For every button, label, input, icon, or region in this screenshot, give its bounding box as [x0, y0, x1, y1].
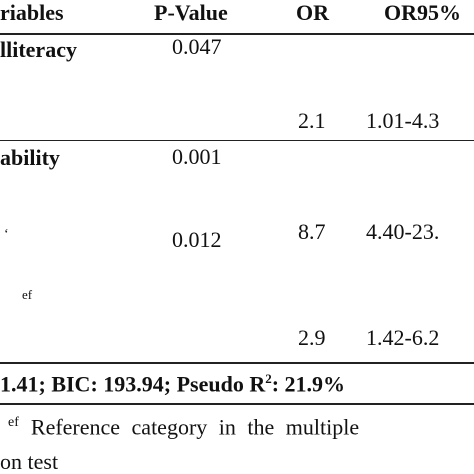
footer: 1.41; BIC: 193.94; Pseudo R2: 21.9% — [0, 372, 345, 395]
variable: lliteracy — [0, 37, 77, 62]
header-cell: OR — [296, 0, 329, 25]
confidence-interval: 1.42-6.2 — [366, 325, 440, 350]
p-value: 0.001 — [172, 144, 222, 169]
odds-ratio: 2.1 — [298, 108, 326, 133]
p-value: 0.012 — [172, 227, 222, 252]
note-line: on test — [0, 449, 59, 474]
footer-rule — [0, 403, 474, 405]
note: ef Reference category in the multiple — [0, 416, 359, 438]
variable: ability — [0, 145, 60, 170]
header-cell: riables — [0, 0, 64, 25]
footer-tail: : 21.9% — [271, 371, 346, 397]
confidence-interval: 4.40-23. — [366, 219, 440, 244]
p-value: 0.047 — [172, 34, 222, 59]
ref-mark: ef — [22, 287, 33, 302]
variable: ‘ — [4, 227, 9, 242]
header-cell: OR95% — [384, 0, 461, 25]
note-sup: ef — [8, 415, 19, 430]
odds-ratio: 2.9 — [298, 325, 326, 350]
row-rule — [0, 140, 474, 141]
header-cell: P-Value — [154, 0, 228, 25]
row-rule — [0, 362, 474, 364]
footer-text: 1.41; BIC: 193.94; Pseudo R — [0, 371, 266, 397]
note-line: Reference category in the multiple — [30, 414, 360, 440]
footer-sup: 2 — [265, 371, 272, 386]
header-rule — [0, 33, 474, 35]
odds-ratio: 8.7 — [298, 219, 326, 244]
confidence-interval: 1.01-4.3 — [366, 108, 440, 133]
